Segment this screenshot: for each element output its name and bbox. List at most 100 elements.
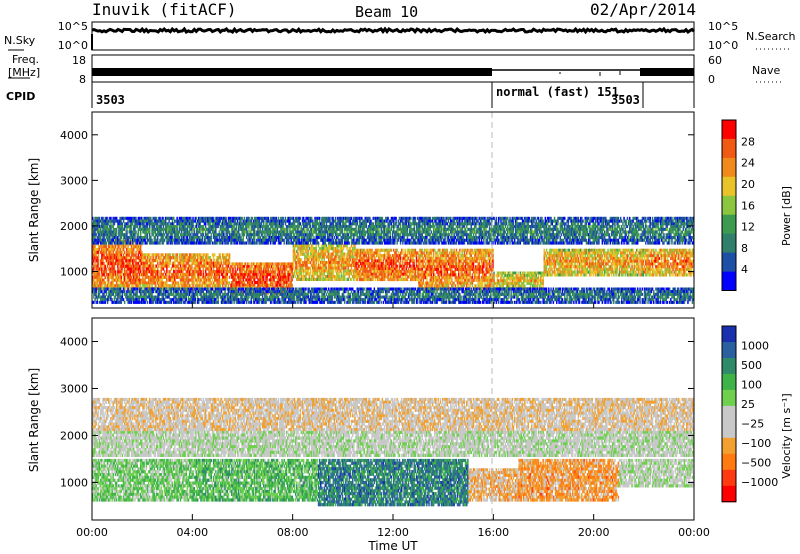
scatter-cell: [129, 267, 132, 271]
scatter-cell: [352, 247, 354, 251]
scatter-cell: [446, 265, 449, 269]
scatter-cell: [146, 261, 149, 265]
scatter-cell: [162, 272, 165, 277]
scatter-cell: [135, 273, 137, 277]
scatter-cell: [217, 278, 219, 282]
scatter-cell: [225, 284, 227, 288]
scatter-cell: [123, 270, 126, 274]
scatter-cell: [153, 258, 156, 263]
scatter-cell: [145, 267, 148, 271]
scatter-cell: [312, 261, 314, 265]
scatter-cell: [126, 250, 128, 254]
scatter-cell: [331, 244, 333, 248]
scatter-cell: [305, 266, 307, 270]
scatter-cell: [281, 262, 283, 266]
scatter-cell: [379, 270, 381, 274]
scatter-cell: [105, 250, 108, 254]
scatter-cell: [126, 284, 128, 288]
scatter-cell: [154, 272, 157, 277]
scatter-cell: [323, 258, 325, 262]
scatter-cell: [423, 273, 426, 277]
scatter-cell: [225, 256, 227, 260]
scatter-cell: [239, 278, 241, 282]
scatter-cell: [282, 281, 284, 285]
scatter-cell: [131, 270, 134, 274]
scatter-cell: [405, 267, 407, 271]
scatter-cell: [115, 248, 118, 252]
scatter-cell: [467, 248, 469, 252]
scatter-cell: [363, 264, 365, 268]
scatter-cell: [359, 248, 362, 252]
scatter-cell: [133, 242, 135, 246]
scatter-cell: [95, 248, 97, 252]
scatter-cell: [301, 263, 304, 267]
scatter-cell: [260, 262, 263, 266]
scatter-cell: [106, 273, 109, 277]
scatter-cell: [333, 277, 336, 281]
scatter-cell: [279, 273, 281, 277]
scatter-cell: [180, 270, 183, 274]
scatter-cell: [176, 272, 178, 277]
scatter-cell: [125, 275, 127, 279]
scatter-cell: [309, 277, 312, 281]
scatter-cell: [472, 262, 475, 266]
scatter-cell: [409, 259, 411, 263]
scatter-cell: [133, 253, 135, 257]
scatter-cell: [192, 258, 194, 263]
scatter-cell: [430, 251, 433, 255]
scatter-cell: [272, 283, 274, 287]
scatter-cell: [314, 258, 316, 262]
scatter-cell: [348, 269, 350, 273]
scatter-cell: [251, 281, 254, 285]
scatter-cell: [111, 253, 113, 257]
scatter-cell: [317, 269, 320, 273]
scatter-cell: [318, 255, 321, 259]
cpid-panel: CPID 3503 normal (fast) 151 3503: [6, 82, 695, 108]
scatter-cell: [161, 287, 163, 291]
scatter-cell: [264, 273, 266, 277]
scatter-cell: [259, 270, 262, 274]
scatter-cell: [269, 267, 272, 271]
scatter-cell: [340, 244, 343, 248]
scatter-cell: [467, 276, 469, 280]
scatter-cell: [158, 281, 160, 285]
scatter-cell: [632, 248, 634, 252]
scatter-cell: [373, 254, 376, 258]
scatter-cell: [142, 253, 144, 257]
scatter-cell: [199, 270, 201, 274]
scatter-cell: [359, 256, 362, 260]
scatter-cell: [279, 281, 281, 285]
scatter-cell: [123, 275, 126, 279]
scatter-cell: [313, 275, 315, 279]
scatter-cell: [96, 259, 99, 263]
scatter-cell: [488, 270, 491, 274]
scatter-cell: [247, 262, 249, 266]
scatter-cell: [574, 262, 576, 266]
scatter-cell: [279, 286, 281, 290]
scatter-cell: [281, 278, 283, 282]
scatter-cell: [199, 261, 201, 265]
scatter-cell: [369, 248, 371, 252]
scatter-cell: [350, 266, 353, 270]
scatter-cell: [237, 262, 240, 266]
scatter-cell: [136, 256, 138, 260]
scatter-cell: [121, 267, 124, 271]
scatter-cell: [264, 267, 266, 271]
scatter-cell: [208, 264, 210, 268]
scatter-cell: [95, 253, 97, 257]
scatter-cell: [340, 255, 343, 259]
scatter-cell: [155, 287, 158, 291]
scatter-cell: [349, 247, 352, 251]
scatter-cell: [329, 266, 331, 270]
scatter-cell: [155, 284, 158, 288]
scatter-cell: [143, 270, 145, 274]
scatter-cell: [395, 248, 397, 252]
scatter-cell: [218, 256, 221, 260]
scatter-cell: [178, 261, 181, 265]
scatter-cell: [265, 283, 267, 287]
scatter-cell: [371, 256, 373, 260]
scatter-cell: [342, 275, 345, 279]
scatter-cell: [382, 278, 385, 282]
scatter-cell: [545, 248, 548, 252]
scatter-cell: [438, 276, 441, 280]
